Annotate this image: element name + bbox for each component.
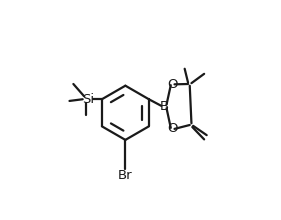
- Text: Si: Si: [82, 93, 94, 106]
- Text: O: O: [167, 122, 178, 135]
- Text: Br: Br: [118, 169, 133, 182]
- Text: O: O: [167, 78, 178, 91]
- Text: B: B: [160, 100, 169, 113]
